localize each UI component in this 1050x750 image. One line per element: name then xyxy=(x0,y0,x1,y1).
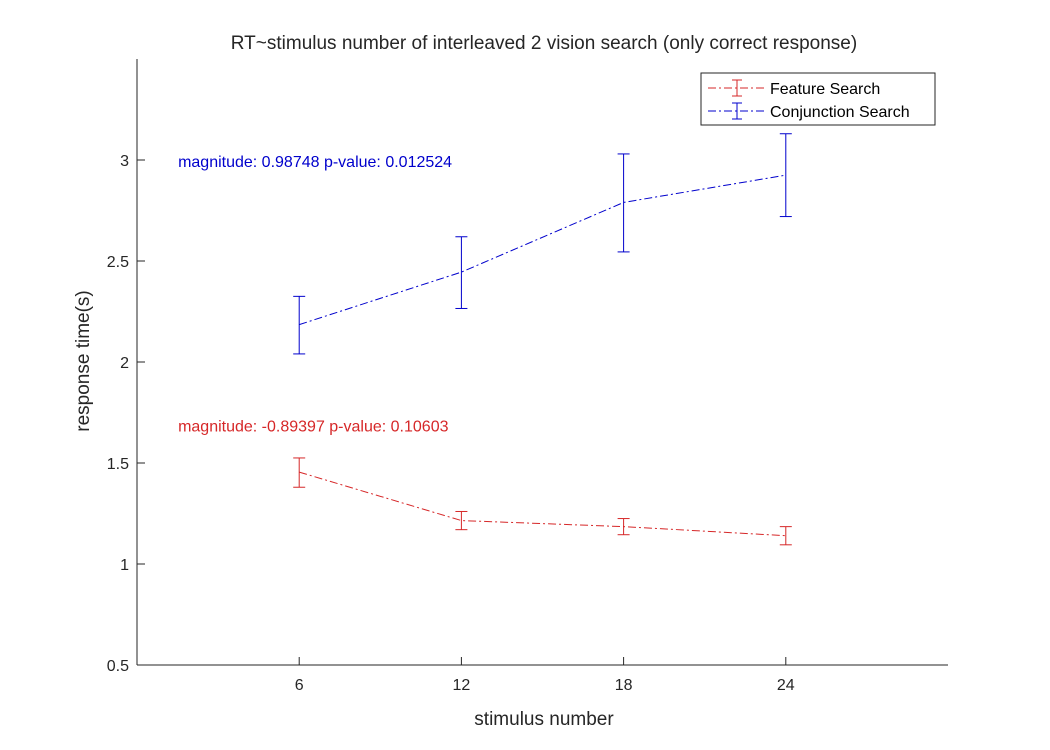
legend: Feature Search Conjunction Search xyxy=(700,72,936,126)
legend-item: Feature Search xyxy=(708,79,880,98)
series-line xyxy=(299,471,786,537)
annotation-layer: magnitude: 0.98748 p-value: 0.012524 magn… xyxy=(178,154,452,436)
series-0 xyxy=(293,457,792,546)
error-bar xyxy=(293,295,306,355)
y-tick-label: 2 xyxy=(120,355,129,372)
legend-label: Conjunction Search xyxy=(770,104,910,121)
series-line xyxy=(299,174,786,326)
annotation-text: magnitude: -0.89397 p-value: 0.10603 xyxy=(178,419,449,436)
legend-item: Conjunction Search xyxy=(708,102,910,121)
error-bar xyxy=(779,526,792,546)
y-axis-label: response time(s) xyxy=(73,290,94,432)
y-tick-label: 0.5 xyxy=(107,658,129,675)
y-tick-label: 3 xyxy=(120,153,129,170)
x-tick-label: 18 xyxy=(615,677,633,694)
legend-box xyxy=(700,72,936,126)
error-bar xyxy=(455,236,468,309)
chart-title: RT~stimulus number of interleaved 2 visi… xyxy=(231,33,857,54)
axes: 6 12 18 24 0.5 1 1.5 2 2.5 3 xyxy=(107,59,948,694)
error-bar xyxy=(617,518,630,536)
series-layer xyxy=(293,133,792,546)
y-tick-label: 1 xyxy=(120,557,129,574)
annotation-text: magnitude: 0.98748 p-value: 0.012524 xyxy=(178,154,452,171)
error-bar xyxy=(293,457,306,488)
x-axis-label: stimulus number xyxy=(474,709,614,730)
error-bar xyxy=(617,153,630,253)
error-bar xyxy=(455,510,468,531)
x-tick-label: 12 xyxy=(453,677,471,694)
x-tick-label: 24 xyxy=(777,677,795,694)
error-bar xyxy=(779,133,792,218)
x-tick-label: 6 xyxy=(295,677,304,694)
y-tick-label: 2.5 xyxy=(107,254,129,271)
series-1 xyxy=(293,133,792,355)
y-tick-label: 1.5 xyxy=(107,456,129,473)
legend-label: Feature Search xyxy=(770,81,880,98)
